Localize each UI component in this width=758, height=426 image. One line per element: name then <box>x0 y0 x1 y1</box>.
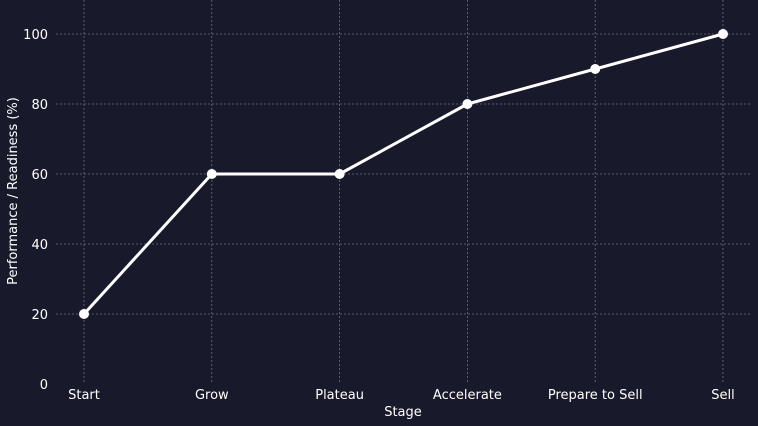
y-tick-label: 0 <box>40 378 48 393</box>
data-series <box>79 29 728 319</box>
x-tick-label: Grow <box>195 388 229 403</box>
y-tick-label: 60 <box>31 168 48 183</box>
y-tick-label: 80 <box>31 98 48 113</box>
y-axis-ticks: 0 20 40 60 80 100 <box>23 28 48 393</box>
y-tick-label: 40 <box>31 238 48 253</box>
y-tick-label: 100 <box>23 28 48 43</box>
data-point-marker <box>206 169 217 179</box>
data-point-marker <box>462 99 473 109</box>
x-tick-label: Start <box>68 388 100 403</box>
x-tick-label: Prepare to Sell <box>548 388 643 403</box>
x-axis-ticks: Start Grow Plateau Accelerate Prepare to Sel… <box>68 388 735 403</box>
series-line <box>82 32 724 316</box>
x-tick-label: Plateau <box>315 388 364 403</box>
data-point-marker <box>79 309 89 319</box>
grid-lines <box>56 0 752 382</box>
x-tick-label: Accelerate <box>433 388 502 403</box>
y-axis-label: Performance / Readiness (%) <box>6 97 21 285</box>
data-point-marker <box>718 29 728 39</box>
x-tick-label: Sell <box>711 388 734 403</box>
y-tick-label: 20 <box>31 308 48 323</box>
x-axis-label: Stage <box>384 405 422 420</box>
data-point-marker <box>590 64 601 74</box>
data-point-marker <box>334 169 345 179</box>
